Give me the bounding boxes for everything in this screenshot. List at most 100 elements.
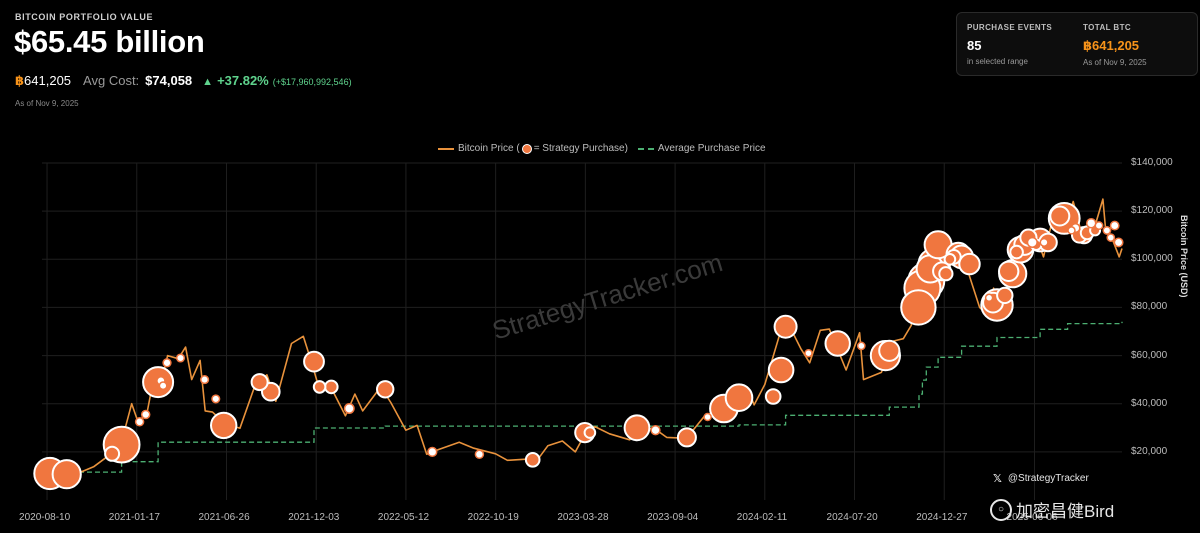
- x-tick-label: 2024-02-11: [736, 512, 788, 523]
- legend-price-label-tail: = Strategy Purchase): [533, 143, 628, 154]
- purchase-marker[interactable]: [1009, 244, 1024, 260]
- purchase-events-stat: PURCHASE EVENTS 85 in selected range: [967, 23, 1052, 66]
- source-text: 加密昌健Bird: [1016, 502, 1115, 521]
- purchase-marker[interactable]: [764, 388, 782, 405]
- x-tick-label: 2023-09-04: [647, 512, 699, 523]
- y-tick-label: $40,000: [1131, 397, 1168, 409]
- purchase-marker[interactable]: [676, 427, 697, 448]
- purchase-marker[interactable]: [1026, 236, 1038, 248]
- purchase-marker[interactable]: [376, 380, 395, 399]
- purchase-marker[interactable]: [1106, 233, 1116, 242]
- x-tick-label: 2020-08-10: [19, 512, 71, 523]
- change-absolute: (+$17,960,992,546): [272, 77, 352, 87]
- purchase-marker[interactable]: [140, 409, 151, 420]
- purchase-marker[interactable]: [162, 358, 172, 368]
- purchase-marker[interactable]: [1113, 237, 1124, 248]
- purchase-marker[interactable]: [474, 449, 485, 460]
- x-tick-label: 2021-12-03: [288, 512, 340, 523]
- purchase-marker[interactable]: [427, 446, 438, 458]
- total-btc-row: ฿641,205: [1083, 38, 1147, 54]
- purchase-marker[interactable]: [1102, 225, 1112, 235]
- price-line-swatch: [438, 147, 454, 150]
- purchase-marker[interactable]: [1094, 221, 1104, 231]
- avg-line-swatch: [637, 147, 654, 150]
- x-tick-label: 2022-05-12: [377, 512, 430, 523]
- y-axis-title: Bitcoin Price (USD): [1179, 215, 1189, 298]
- purchase-marker[interactable]: [312, 380, 327, 394]
- purchase-marker[interactable]: [824, 330, 851, 357]
- purchase-marker[interactable]: [1049, 205, 1071, 227]
- bitcoin-icon: ฿: [15, 73, 25, 88]
- purchase-marker[interactable]: [878, 339, 901, 362]
- purchase-marker[interactable]: [51, 459, 82, 490]
- stats-panel: PURCHASE EVENTS 85 in selected range TOT…: [956, 12, 1198, 76]
- purchase-marker[interactable]: [211, 394, 221, 404]
- purchase-marker[interactable]: [703, 412, 712, 422]
- purchase-events-sub: in selected range: [967, 57, 1028, 66]
- source-credit: ○ 加密昌健Bird: [990, 497, 1114, 522]
- purchase-marker[interactable]: [998, 260, 1020, 282]
- purchase-marker[interactable]: [210, 411, 238, 440]
- purchase-marker[interactable]: [1067, 226, 1076, 235]
- avg-cost-label: Avg Cost:: [83, 73, 140, 88]
- x-tick-label: 2025-06-06: [1006, 512, 1058, 523]
- as-of-date: As of Nov 9, 2025: [15, 99, 79, 108]
- portfolio-value-label: BITCOIN PORTFOLIO VALUE: [15, 12, 154, 22]
- total-btc-label: TOTAL BTC: [1083, 23, 1132, 32]
- y-tick-label: $100,000: [1131, 253, 1173, 265]
- x-tick-label: 2023-03-28: [557, 512, 609, 523]
- y-tick-label: $80,000: [1131, 301, 1168, 313]
- portfolio-value: $65.45 billion: [14, 24, 205, 59]
- purchase-marker[interactable]: [650, 425, 661, 436]
- purchase-marker[interactable]: [158, 381, 168, 391]
- y-tick-label: $20,000: [1131, 445, 1168, 457]
- purchase-events-label: PURCHASE EVENTS: [967, 23, 1053, 32]
- purchase-marker[interactable]: [773, 314, 798, 339]
- purchase-marker[interactable]: [200, 375, 210, 385]
- x-tick-label: 2024-07-20: [826, 512, 878, 523]
- up-triangle-icon: ▲: [202, 76, 214, 88]
- purchase-marker[interactable]: [175, 353, 186, 363]
- purchase-marker[interactable]: [1039, 237, 1049, 247]
- purchase-marker[interactable]: [1109, 220, 1120, 231]
- legend-avg-label: Average Purchase Price: [657, 143, 766, 154]
- purchase-marker[interactable]: [804, 348, 813, 358]
- purchase-marker[interactable]: [250, 373, 269, 392]
- purchase-marker[interactable]: [623, 414, 651, 442]
- purchase-marker[interactable]: [943, 252, 957, 266]
- watermark: StrategyTracker.com: [489, 247, 726, 346]
- portfolio-summary-row: ฿ 641,205 Avg Cost: $74,058 ▲ +37.82% (+…: [15, 73, 352, 89]
- average-purchase-price-line: [47, 321, 1123, 473]
- purchase-marker[interactable]: [996, 286, 1014, 305]
- legend-price-label: Bitcoin Price (: [458, 143, 520, 154]
- y-tick-label: $140,000: [1131, 157, 1173, 168]
- purchase-marker[interactable]: [134, 417, 145, 427]
- purchase-marker[interactable]: [958, 252, 981, 276]
- purchase-marker[interactable]: [984, 293, 994, 303]
- purchase-marker[interactable]: [1085, 217, 1097, 229]
- x-tick-label: 2024-12-27: [916, 512, 968, 523]
- source-logo-icon: ○: [990, 498, 1012, 521]
- x-logo-icon: 𝕏: [993, 473, 1002, 485]
- x-tick-label: 2021-01-17: [108, 512, 160, 523]
- purchase-marker[interactable]: [938, 266, 954, 282]
- purchase-marker[interactable]: [104, 445, 121, 462]
- y-tick-label: $120,000: [1131, 205, 1173, 217]
- chart-grid: [42, 162, 1122, 500]
- purchase-marker[interactable]: [724, 383, 754, 413]
- purchase-marker[interactable]: [583, 426, 597, 439]
- purchase-marker[interactable]: [343, 403, 355, 414]
- y-tick-label: $60,000: [1131, 349, 1168, 361]
- purchase-marker[interactable]: [767, 356, 795, 384]
- total-btc-value: 641,205: [1092, 38, 1140, 53]
- purchase-marker[interactable]: [303, 350, 325, 373]
- total-btc-sub: As of Nov 9, 2025: [1083, 58, 1147, 67]
- purchase-marker[interactable]: [856, 341, 866, 351]
- chart-legend[interactable]: Bitcoin Price ( = Strategy Purchase) Ave…: [438, 143, 766, 154]
- twitter-handle[interactable]: 𝕏 @StrategyTracker: [993, 472, 1089, 485]
- purchase-marker[interactable]: [324, 379, 339, 395]
- change-percent: +37.82%: [217, 73, 269, 88]
- purchase-marker[interactable]: [524, 452, 541, 468]
- purchase-marker[interactable]: [900, 289, 937, 326]
